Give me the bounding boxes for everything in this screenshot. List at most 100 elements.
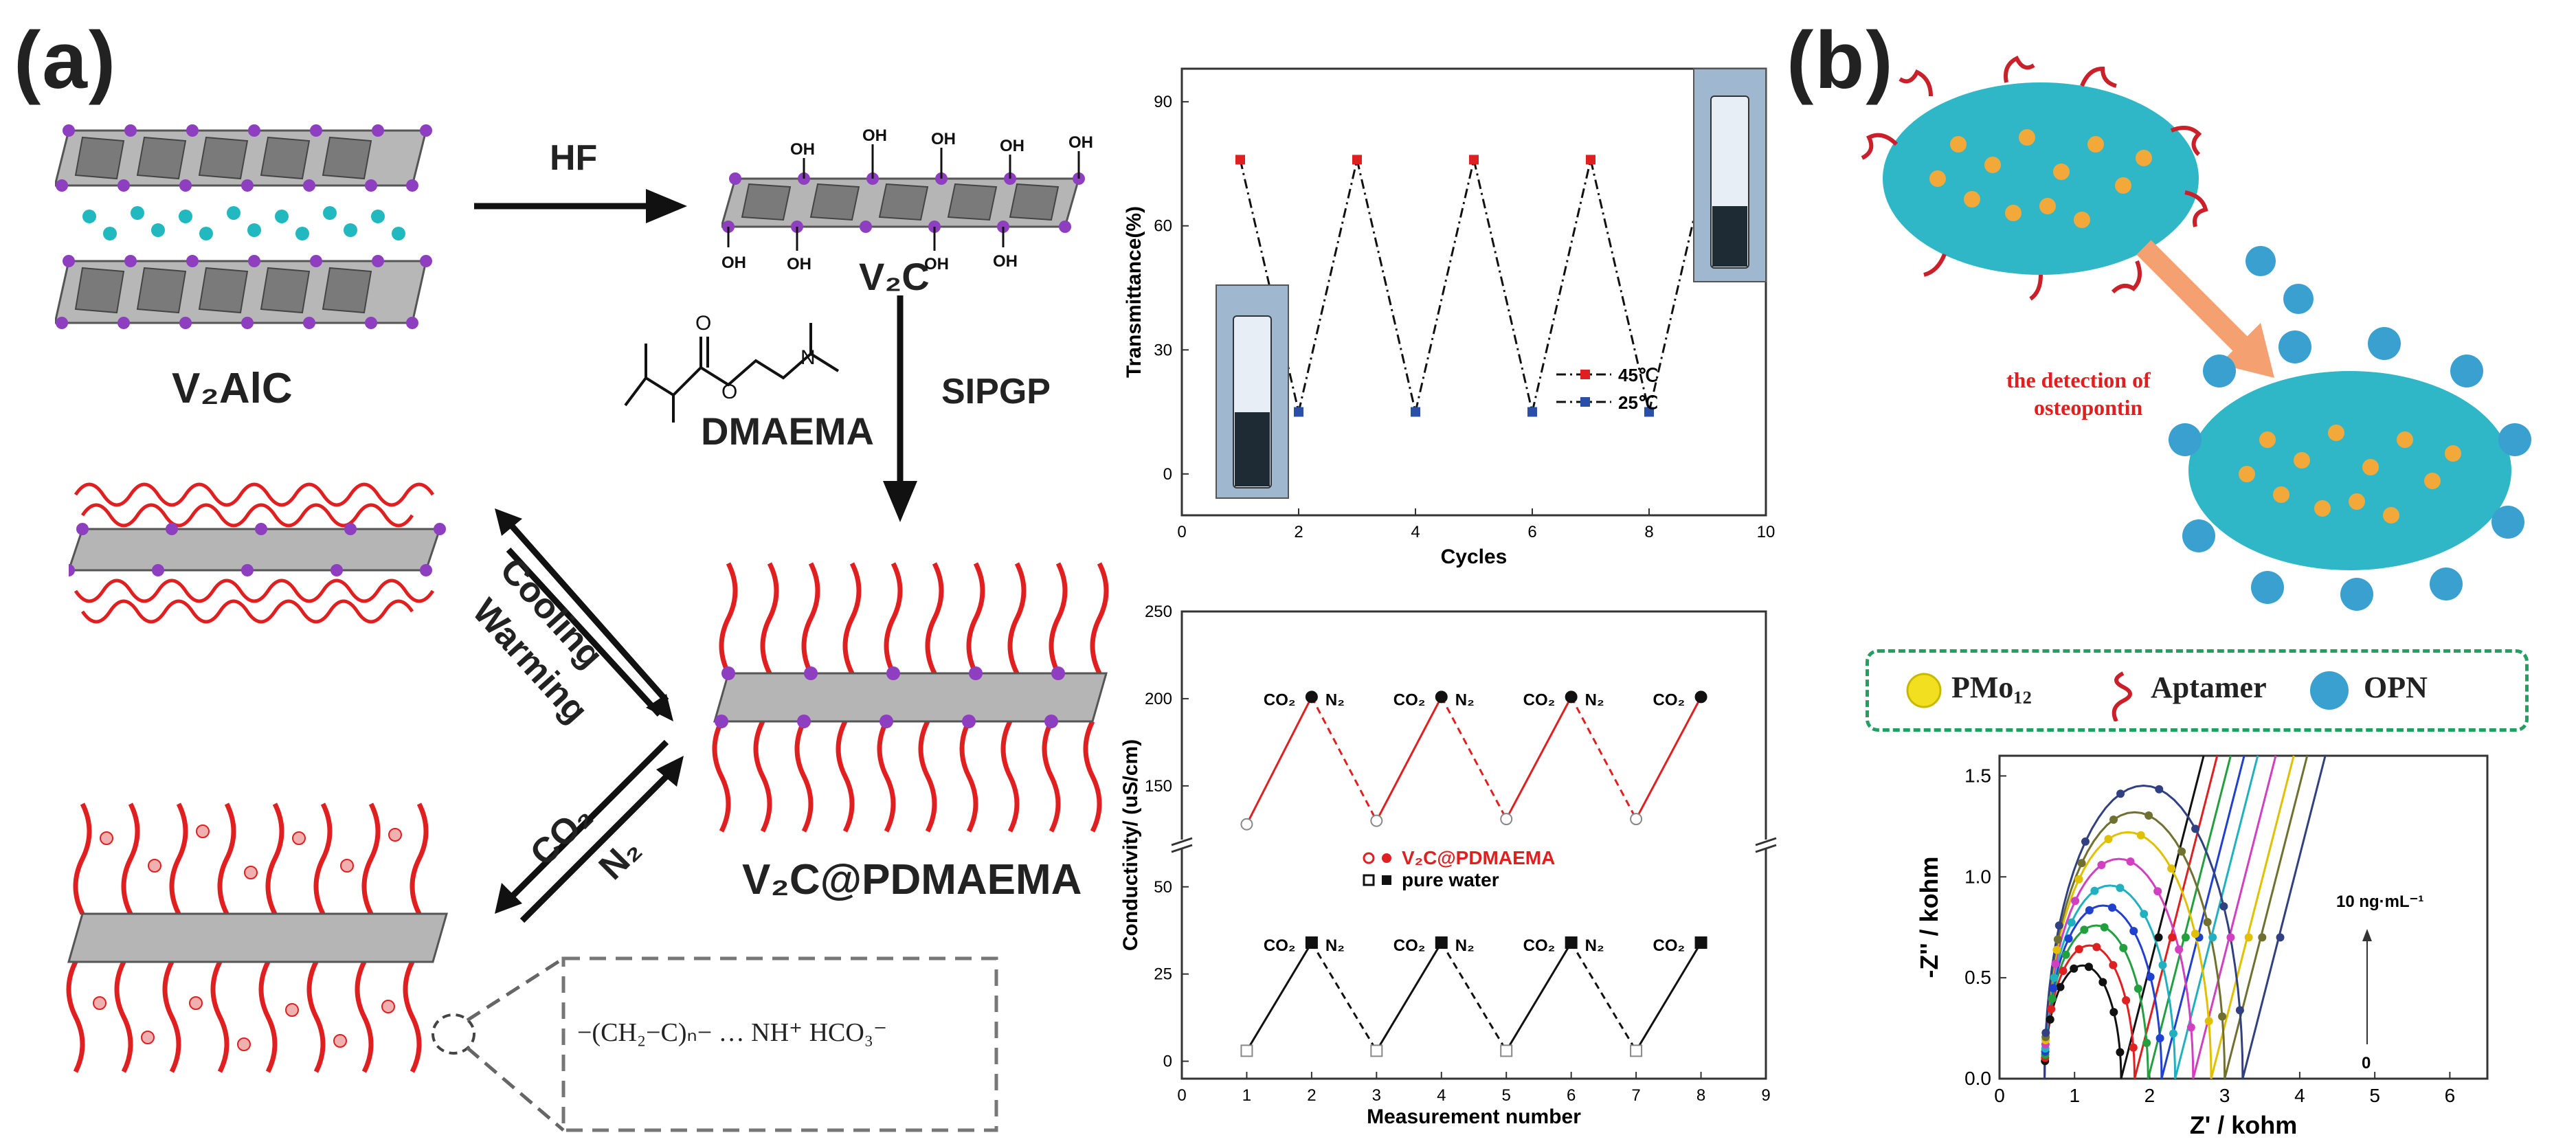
nyquist-point (2203, 918, 2212, 927)
nyquist-point (2218, 1012, 2227, 1021)
x-axis-label: Cycles (1441, 546, 1508, 568)
annotation-label: CO₂ (1653, 936, 1685, 955)
nyquist-point (2081, 837, 2090, 846)
water-segment (1505, 942, 1572, 1052)
y-tick-label: 60 (1154, 217, 1172, 236)
x-tick-label: 4 (2294, 1085, 2305, 1106)
oh-label: OH (721, 254, 746, 272)
y-tick-label: 25 (1154, 965, 1172, 984)
conductivity-legend: V₂C@PDMAEMA pure water (1363, 847, 1555, 890)
annotation-label: CO₂ (1523, 936, 1556, 955)
water-point (1500, 1044, 1513, 1057)
x-tick-label: 8 (1644, 523, 1653, 541)
x-tick-label: 5 (2369, 1085, 2380, 1106)
x-tick-label: 0 (1177, 1086, 1186, 1105)
water-point (1694, 936, 1707, 949)
x-tick-label: 9 (1761, 1086, 1770, 1105)
aptamer-icon (2112, 671, 2132, 721)
pdmaema-segment (1246, 696, 1313, 825)
oh-label: OH (931, 130, 956, 148)
legend-marker-45 (1580, 370, 1590, 379)
chart-frame (1998, 754, 2489, 1080)
nyquist-point (2177, 847, 2186, 856)
x-tick-label: 2 (1307, 1086, 1316, 1105)
legend-opn: OPN (2364, 671, 2428, 704)
axis-break (1168, 837, 1780, 853)
y-axis-label: Transmittance(%) (1123, 206, 1145, 378)
legend-label-pdmaema: V₂C@PDMAEMA (1402, 847, 1555, 868)
pdmaema-point (1694, 690, 1707, 704)
nyquist-point (2186, 1023, 2195, 1032)
nyquist-point (2050, 974, 2059, 982)
legend-box (1866, 649, 2529, 732)
nyquist-point (2226, 933, 2235, 942)
oh-label: OH (1000, 137, 1024, 155)
nyquist-point (2119, 943, 2128, 952)
v2c-label: V₂C (859, 255, 930, 298)
water-point (1630, 1044, 1643, 1057)
nyquist-point (2146, 972, 2155, 981)
legend-label-25: 25℃ (1618, 392, 1658, 413)
nyquist-point (2041, 1029, 2050, 1037)
legend-pmo12: PMo₁₂ (1951, 671, 2032, 704)
nyquist-point (2109, 1008, 2118, 1017)
x-tick-label: 1 (1242, 1086, 1251, 1105)
x-tick-label: 3 (2219, 1085, 2230, 1106)
svg-text:N: N (800, 346, 816, 369)
nyquist-point (2084, 963, 2093, 971)
x-tick-label: 2 (2144, 1085, 2155, 1106)
y-tick-label: 250 (1145, 605, 1172, 621)
nyquist-point (2054, 921, 2063, 930)
x-tick-label: 10 (1757, 523, 1776, 541)
nyquist-point (2053, 935, 2062, 944)
point-25c (1644, 407, 1654, 417)
y-tick-label: 0.0 (1964, 1068, 1991, 1089)
pmo12-icon (1906, 673, 1942, 708)
water-segment (1635, 942, 1702, 1052)
nyquist-point (2077, 859, 2086, 868)
nyquist-point (2070, 964, 2079, 973)
nanoparticle-aptamer (1861, 55, 2208, 301)
nyquist-point (2116, 789, 2125, 798)
water-segment (1246, 942, 1313, 1052)
nyquist-point (2046, 1015, 2054, 1024)
v2alc-label: V₂AlC (172, 365, 293, 412)
nyquist-point (2175, 945, 2184, 954)
cooling-warming-arrows (495, 508, 673, 721)
nyquist-point (2219, 902, 2228, 911)
nyquist-point (2235, 1006, 2244, 1015)
protonated-polymer-structure (66, 802, 448, 1073)
water-segment (1310, 942, 1378, 1052)
water-point (1565, 936, 1578, 949)
nyquist-point (2158, 960, 2167, 969)
nyquist-point (2144, 811, 2153, 820)
point-45c (1469, 155, 1479, 165)
nyquist-point (2136, 831, 2145, 840)
nyquist-point (2153, 887, 2162, 896)
nyquist-point (2071, 897, 2080, 906)
detection-text-1: the detection of (2006, 368, 2151, 392)
zoom-callout (432, 956, 998, 1132)
point-25c (1527, 407, 1537, 417)
point-25c (1294, 407, 1303, 417)
legend-icons (1906, 671, 2349, 721)
y-tick-label: 90 (1154, 93, 1172, 111)
panel-a-label: (a) (14, 15, 117, 106)
nyquist-point (2129, 1043, 2138, 1052)
water-point (1370, 1044, 1383, 1057)
annotation-label: CO₂ (1264, 690, 1296, 709)
nyquist-point (2154, 933, 2163, 942)
annotation-top: 10 ng·mL⁻¹ (2336, 892, 2423, 911)
y-tick-label: 0 (1163, 465, 1172, 484)
oh-label: OH (862, 126, 887, 145)
pdmaema-point (1630, 813, 1643, 826)
x-tick-label: 6 (2445, 1085, 2456, 1106)
nyquist-point (2122, 996, 2131, 1005)
y-axis-label: Conductivity/ (uS/cm) (1119, 739, 1142, 951)
water-point (1305, 936, 1318, 949)
nyquist-point (2116, 1048, 2125, 1057)
x-axis-label: Measurement number (1367, 1105, 1581, 1128)
x-tick-label: 4 (1411, 523, 1420, 541)
nyquist-point (2059, 967, 2068, 976)
x-tick-label: 8 (1696, 1086, 1705, 1105)
